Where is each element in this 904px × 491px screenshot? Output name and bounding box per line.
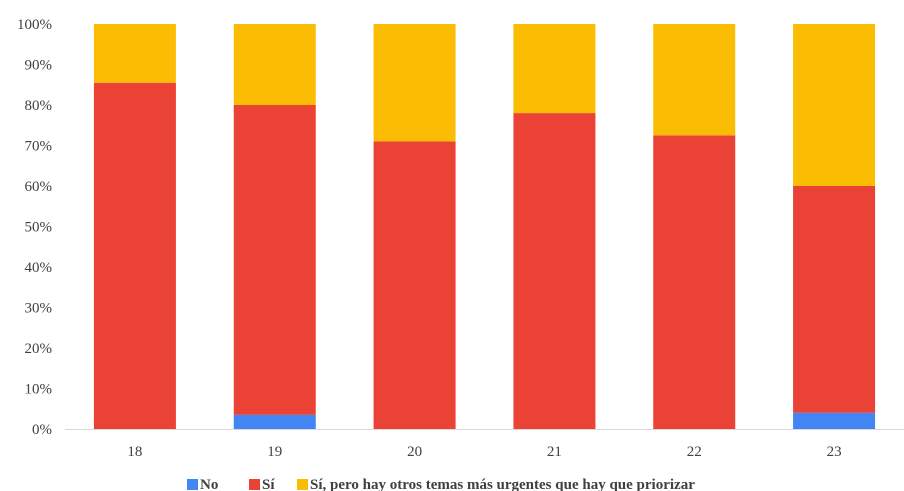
legend-label: Sí, pero hay otros temas más urgentes qu… xyxy=(310,477,695,491)
y-tick-label: 20% xyxy=(25,341,53,357)
x-tick-label: 18 xyxy=(127,444,142,460)
legend-label: No xyxy=(200,477,218,491)
y-tick-label: 80% xyxy=(25,98,53,114)
bar-segment-19-0 xyxy=(233,414,316,429)
bar-segment-23-1 xyxy=(793,186,876,413)
bar-segment-22-2 xyxy=(653,24,736,136)
bars xyxy=(93,24,876,430)
x-tick-label: 19 xyxy=(267,444,282,460)
y-tick-label: 0% xyxy=(32,422,52,438)
legend-swatch xyxy=(249,479,260,490)
y-tick-label: 40% xyxy=(25,260,53,276)
bar-segment-19-2 xyxy=(233,24,316,105)
x-axis: 18 19 20 21 22 23 xyxy=(127,444,841,460)
x-tick-label: 22 xyxy=(687,444,702,460)
bar-segment-18-2 xyxy=(93,24,176,83)
y-tick-label: 70% xyxy=(25,139,53,155)
bar-segment-23-0 xyxy=(793,412,876,429)
x-tick-label: 21 xyxy=(547,444,562,460)
legend-label: Sí xyxy=(262,477,275,491)
bar-segment-20-2 xyxy=(373,24,456,142)
y-tick-label: 30% xyxy=(25,301,53,317)
bar-segment-22-1 xyxy=(653,135,736,430)
bar-segment-18-1 xyxy=(93,82,176,429)
y-tick-label: 100% xyxy=(17,17,52,33)
y-axis: 0% 10% 20% 30% 40% 50% 60% 70% 80% 90% 100% xyxy=(17,17,52,438)
y-tick-label: 10% xyxy=(25,382,53,398)
legend-swatch xyxy=(297,479,308,490)
bar-segment-23-2 xyxy=(793,24,876,186)
bar-segment-19-1 xyxy=(233,105,316,415)
x-tick-label: 23 xyxy=(827,444,842,460)
bar-segment-21-2 xyxy=(513,24,596,114)
bar-segment-20-1 xyxy=(373,141,456,429)
bar-segment-21-1 xyxy=(513,113,596,429)
y-tick-label: 60% xyxy=(25,179,53,195)
y-tick-label: 50% xyxy=(25,220,53,236)
y-tick-label: 90% xyxy=(25,58,53,74)
legend: No Sí Sí, pero hay otros temas más urgente… xyxy=(187,477,695,491)
x-tick-label: 20 xyxy=(407,444,422,460)
legend-swatch xyxy=(187,479,198,490)
